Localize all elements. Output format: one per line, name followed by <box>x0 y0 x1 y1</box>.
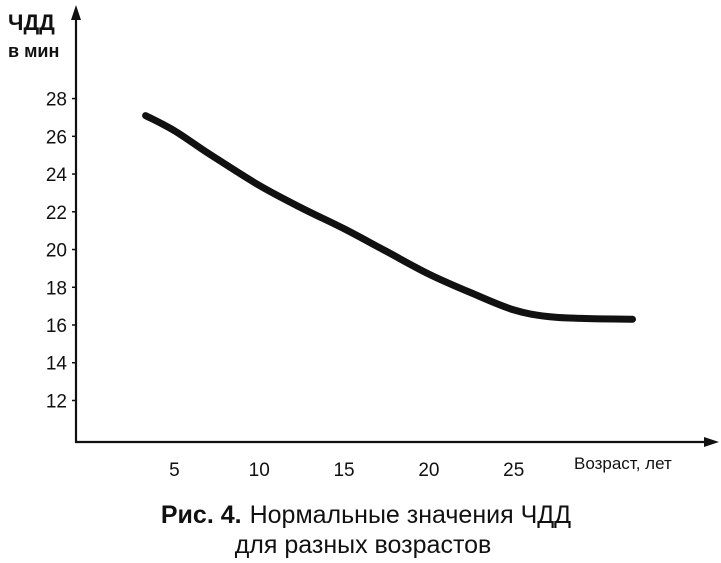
y-tick-label: 20 <box>46 241 67 262</box>
y-axis-label: ЧДД <box>8 10 55 35</box>
x-tick-label: 5 <box>169 460 180 481</box>
y-tick-label: 28 <box>46 90 67 111</box>
x-axis-arrow-icon <box>704 437 719 447</box>
figure-caption-line-1: Рис. 4. Нормальные значения ЧДД <box>161 501 571 529</box>
series-line <box>142 112 636 323</box>
x-tick-label: 25 <box>503 460 524 481</box>
series-group <box>142 112 636 323</box>
y-tick-label: 12 <box>46 391 67 412</box>
caption-text: Нормальные значения ЧДД <box>250 501 572 529</box>
x-axis-label: Возраст, лет <box>574 454 672 473</box>
y-tick-label: 14 <box>46 354 68 375</box>
figure-number: Рис. 4. <box>161 501 242 529</box>
tick-labels: 12 14 16 18 20 22 24 26 28 5 10 15 20 25 <box>46 90 524 481</box>
y-axis-arrow-icon <box>71 5 81 20</box>
y-tick-label: 18 <box>46 278 67 299</box>
y-tick-label: 22 <box>46 203 67 224</box>
y-tick-label: 16 <box>46 316 67 337</box>
y-tick-label: 26 <box>46 127 67 148</box>
figure-caption-line-2: для разных возрастов <box>235 531 492 559</box>
x-tick-label: 10 <box>249 460 270 481</box>
x-tick-label: 15 <box>333 460 354 481</box>
y-axis-unit-label: в мин <box>8 41 59 61</box>
x-tick-label: 20 <box>418 460 439 481</box>
y-tick-label: 24 <box>46 165 68 186</box>
